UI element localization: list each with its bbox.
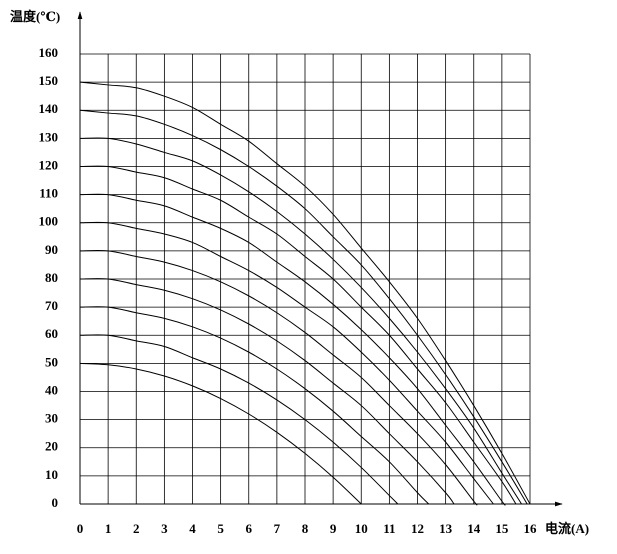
curve: [79, 334, 399, 505]
curve: [79, 109, 528, 505]
x-tick-label: 8: [302, 521, 309, 536]
x-tick-label: 1: [105, 521, 112, 536]
x-axis-title: 电流(A): [545, 521, 589, 536]
x-tick-label: 16: [524, 521, 538, 536]
curve: [79, 249, 478, 506]
y-tick-label: 150: [39, 73, 59, 88]
y-tick-label: 30: [45, 411, 58, 426]
x-tick-label: 6: [246, 521, 253, 536]
x-tick-label: 10: [355, 521, 368, 536]
y-tick-label: 90: [45, 242, 58, 257]
y-tick-label: 10: [45, 467, 58, 482]
y-tick-label: 120: [39, 157, 59, 172]
y-tick-label: 50: [45, 354, 58, 369]
curve: [79, 221, 494, 505]
x-tick-label: 11: [383, 521, 395, 536]
x-tick-label: 9: [330, 521, 337, 536]
y-tick-label: 80: [45, 270, 58, 285]
x-tick-label: 15: [495, 521, 509, 536]
x-tick-label: 7: [274, 521, 281, 536]
curve: [79, 165, 517, 505]
y-tick-label: 0: [52, 495, 59, 510]
curve: [79, 193, 506, 506]
curve: [79, 278, 455, 505]
y-tick-label: 70: [45, 298, 58, 313]
x-tick-label: 12: [411, 521, 424, 536]
y-tick-label: 140: [39, 101, 59, 116]
y-tick-label: 60: [45, 326, 58, 341]
x-tick-label: 14: [467, 521, 481, 536]
y-tick-label: 100: [39, 214, 59, 229]
x-tick-label: 5: [217, 521, 224, 536]
y-tick-label: 110: [39, 186, 58, 201]
x-tick-label: 2: [133, 521, 140, 536]
curve: [79, 137, 522, 505]
curve: [79, 362, 362, 505]
x-tick-label: 13: [439, 521, 453, 536]
y-tick-label: 160: [39, 45, 59, 60]
x-tick-label: 0: [77, 521, 84, 536]
curve: [79, 306, 430, 505]
y-tick-label: 130: [39, 129, 59, 144]
y-axis-title: 温度(℃): [10, 9, 60, 24]
x-tick-label: 4: [189, 521, 196, 536]
y-tick-label: 20: [45, 439, 58, 454]
curve: [79, 81, 531, 505]
x-tick-label: 3: [161, 521, 168, 536]
y-tick-label: 40: [45, 382, 58, 397]
